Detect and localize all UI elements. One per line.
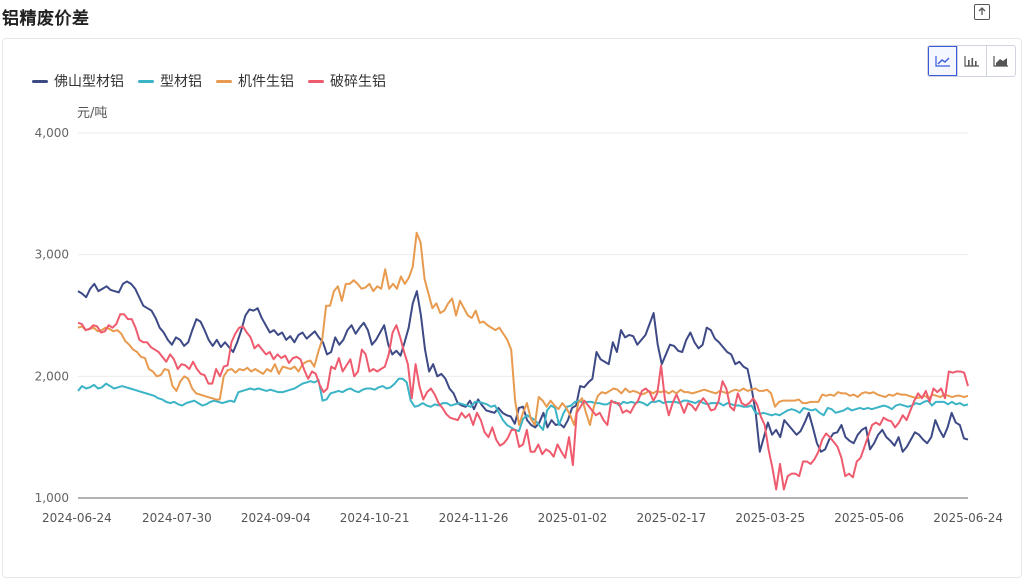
series-line-3 [77,313,969,491]
legend-swatch [216,79,232,83]
chart-type-switcher [927,45,1016,77]
x-tick-label: 2025-01-02 [538,511,608,525]
x-tick-label: 2025-03-25 [735,511,805,525]
legend-label: 佛山型材铝 [54,74,124,90]
y-tick-label: 4,000 [35,126,69,140]
chart-legend: 佛山型材铝 型材铝 机件生铝 破碎生铝 [32,71,386,91]
legend-swatch [138,79,154,83]
x-tick-label: 2025-02-17 [636,511,706,525]
x-tick-label: 2024-10-21 [340,511,410,525]
page-title: 铝精废价差 [2,9,90,29]
legend-swatch [32,79,48,83]
series-line-2 [77,231,969,426]
area-chart-icon[interactable] [986,46,1015,76]
series-line-0 [77,280,969,453]
y-tick-label: 2,000 [35,369,69,383]
x-tick-label: 2025-05-06 [834,511,904,525]
line-chart-icon[interactable] [928,46,957,76]
legend-label: 破碎生铝 [330,74,386,90]
legend-item-machine[interactable]: 机件生铝 [216,71,294,91]
chart-card [2,38,1022,578]
x-tick-label: 2024-09-04 [241,511,311,525]
y-tick-label: 1,000 [35,491,69,505]
x-tick-label: 2024-07-30 [142,511,212,525]
legend-item-profile[interactable]: 型材铝 [138,71,202,91]
bar-chart-icon[interactable] [957,46,986,76]
x-tick-label: 2024-06-24 [42,511,112,525]
x-tick-label: 2024-11-26 [439,511,509,525]
y-tick-label: 3,000 [35,248,69,262]
x-tick-label: 2025-06-24 [933,511,1003,525]
legend-item-foshan[interactable]: 佛山型材铝 [32,71,124,91]
export-icon[interactable] [974,4,990,20]
legend-swatch [308,79,324,83]
y-axis-unit: 元/吨 [77,106,108,121]
legend-label: 机件生铝 [238,74,294,90]
legend-label: 型材铝 [160,74,202,90]
legend-item-crushed[interactable]: 破碎生铝 [308,71,386,91]
series-line-1 [77,377,969,433]
